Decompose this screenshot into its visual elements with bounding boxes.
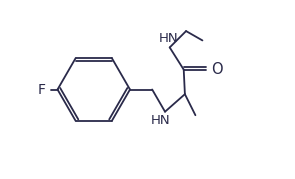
Text: F: F [38,83,46,96]
Text: HN: HN [151,114,171,127]
Text: O: O [211,62,223,77]
Text: HN: HN [159,32,178,45]
